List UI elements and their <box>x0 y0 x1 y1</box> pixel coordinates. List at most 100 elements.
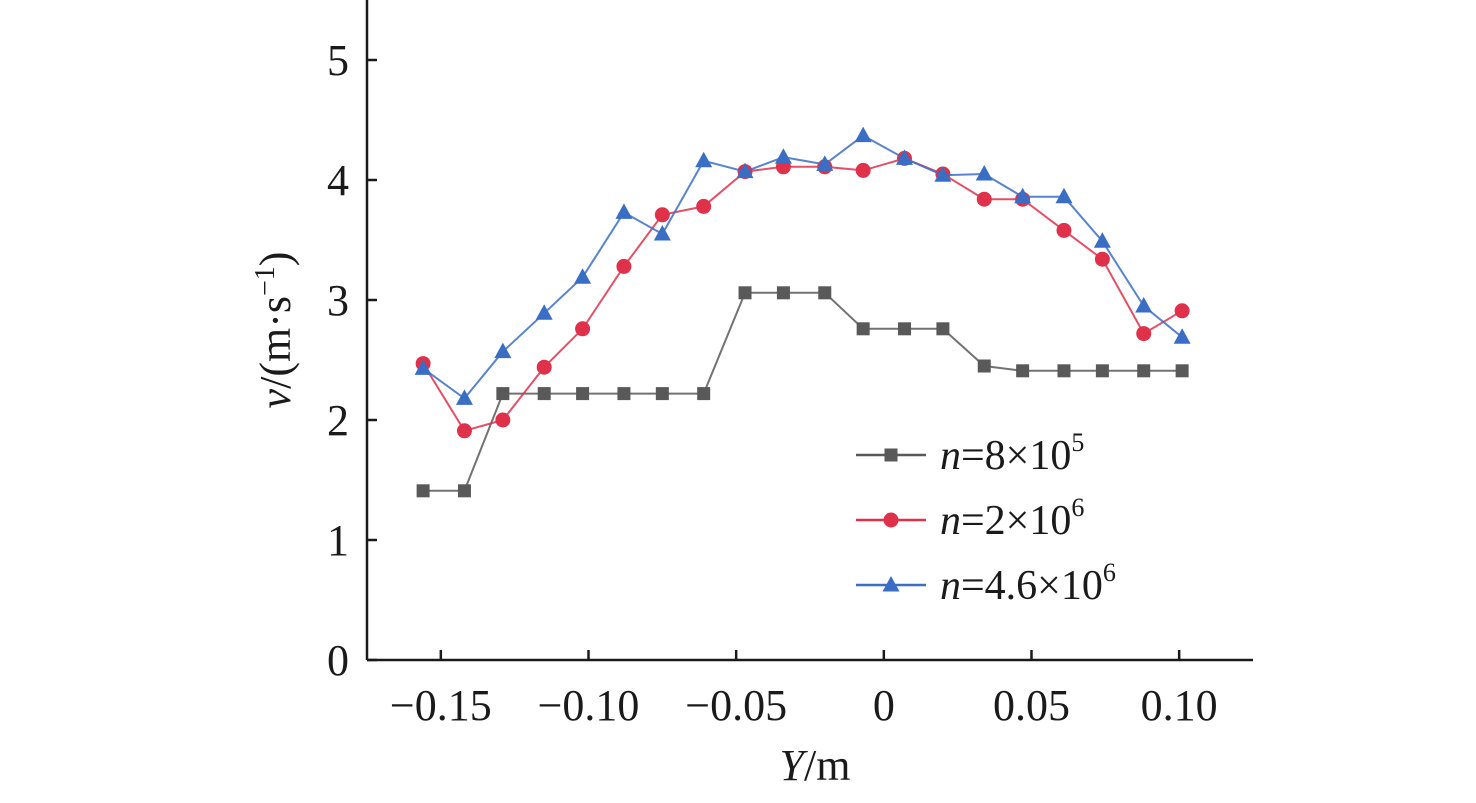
series-n-2e6-point <box>855 162 871 178</box>
y-axis-unit: /(m·s <box>251 296 300 389</box>
series-n-8e5-point <box>1016 364 1030 378</box>
legend-exponent: 6 <box>1071 493 1084 522</box>
legend-label: n=2×106 <box>940 493 1084 544</box>
series-n-4-6e6-point <box>653 225 671 241</box>
series-n-2e6-point <box>575 321 591 337</box>
legend-item: n=2×106 <box>856 493 1084 544</box>
series-n-4-6e6-point <box>414 359 432 375</box>
series-n-8e5-point <box>416 484 430 498</box>
series-n-2e6-point <box>536 359 552 375</box>
series-n-8e5-point <box>1137 364 1151 378</box>
legend-item: n=8×105 <box>856 428 1084 479</box>
series-n-8e5-point <box>856 322 870 336</box>
legend-eq: =8×10 <box>961 433 1071 479</box>
series-n-4-6e6-point <box>494 342 512 359</box>
series-n-4-6e6-point <box>934 166 952 182</box>
series-n-8e5 <box>416 286 1189 498</box>
series-n-2e6-point <box>495 412 511 428</box>
y-axis-var: v <box>251 388 300 408</box>
legend-eq: =2×10 <box>961 498 1071 544</box>
x-axis-unit: /m <box>804 741 850 790</box>
y-axis-unit-exponent: −1 <box>250 266 281 296</box>
y-tick-label: 3 <box>327 276 349 325</box>
legend-var: n <box>940 433 961 479</box>
x-tick-label: −0.10 <box>538 681 640 730</box>
legend-exponent: 5 <box>1071 428 1084 457</box>
series-n-8e5-point <box>776 286 790 300</box>
legend-label: n=4.6×106 <box>940 558 1116 609</box>
series-n-4-6e6-line <box>422 134 1183 400</box>
x-tick-label: 0.10 <box>1141 681 1218 730</box>
series-n-2e6-point <box>616 258 632 274</box>
series-n-8e5-point <box>738 286 752 300</box>
series-n-4-6e6-point <box>975 165 993 181</box>
series-n-2e6-line <box>422 157 1183 432</box>
series-n-2e6-point <box>1056 222 1072 238</box>
series-n-2e6-point <box>976 191 992 207</box>
series-n-2e6-point <box>1136 326 1152 342</box>
series-n-8e5-point <box>1095 364 1109 378</box>
series-n-4-6e6-point <box>736 162 754 179</box>
series-n-8e5-point <box>576 387 590 401</box>
legend-item: n=4.6×106 <box>856 558 1116 609</box>
x-tick-label: 0.05 <box>993 681 1070 730</box>
series-n-4-6e6-point <box>854 126 872 143</box>
series-n-8e5-point <box>1175 364 1189 378</box>
series-n-8e5-point <box>818 286 832 300</box>
series-n-2e6-point <box>654 207 670 223</box>
series-n-8e5-point <box>496 387 510 401</box>
y-tick-label: 5 <box>327 36 349 85</box>
series-n-8e5-point <box>617 387 631 401</box>
x-tick-label: 0 <box>873 681 895 730</box>
series-n-4-6e6-point <box>1014 187 1032 204</box>
series-n-2e6-point <box>1174 303 1190 319</box>
series-n-4-6e6-point <box>455 389 473 405</box>
series-n-4-6e6-point <box>896 149 914 165</box>
series-n-8e5-point <box>936 322 950 336</box>
y-tick-label: 4 <box>327 156 349 205</box>
legend-label: n=8×105 <box>940 428 1084 479</box>
y-axis-close-paren: ) <box>251 252 300 267</box>
series-n-4-6e6-point <box>816 155 834 171</box>
y-tick-label: 1 <box>327 516 349 565</box>
series-n-4-6e6-point <box>774 148 792 164</box>
y-tick-label: 2 <box>327 396 349 445</box>
series-n-4-6e6-point <box>1093 232 1111 248</box>
series-n-2e6-point <box>696 198 712 214</box>
y-tick-label: 0 <box>327 636 349 685</box>
x-tick-label: −0.15 <box>390 681 492 730</box>
axes: −0.15 −0.10 −0.05 0 0.05 0.10 0 1 2 3 4 5 <box>327 0 1253 730</box>
series-n-4-6e6-point <box>1135 297 1153 313</box>
series-n-8e5-point <box>898 322 912 336</box>
series-n-4-6e6-point <box>615 203 633 219</box>
x-axis-label: Y/m <box>780 741 851 790</box>
legend-swatch-marker <box>882 576 900 592</box>
legend-var: n <box>940 563 961 609</box>
legend-swatch-marker <box>884 448 898 462</box>
legend-eq: =4.6×10 <box>961 563 1103 609</box>
series-n-8e5-point <box>1057 364 1071 378</box>
series-n-2e6 <box>415 150 1190 439</box>
x-tick-label: −0.05 <box>685 681 787 730</box>
legend-swatch-marker <box>883 512 899 528</box>
series-n-8e5-point <box>457 484 471 498</box>
y-axis-label: v/(m·s−1) <box>250 252 300 409</box>
series-n-8e5-point <box>537 387 551 401</box>
legend-var: n <box>940 498 961 544</box>
series-n-4-6e6-point <box>695 151 713 168</box>
series-n-8e5-point <box>697 387 711 401</box>
series-n-8e5-point <box>977 359 991 373</box>
legend-exponent: 6 <box>1103 558 1116 587</box>
series-n-4-6e6-point <box>535 304 553 320</box>
series-n-2e6-point <box>456 423 472 439</box>
series-n-4-6e6 <box>414 126 1191 405</box>
series-n-4-6e6-point <box>1055 187 1073 204</box>
series-n-8e5-point <box>655 387 669 401</box>
series-n-2e6-point <box>1094 251 1110 267</box>
series-n-4-6e6-point <box>1173 328 1191 344</box>
x-axis-var: Y <box>780 741 809 790</box>
series-layer <box>414 126 1191 498</box>
